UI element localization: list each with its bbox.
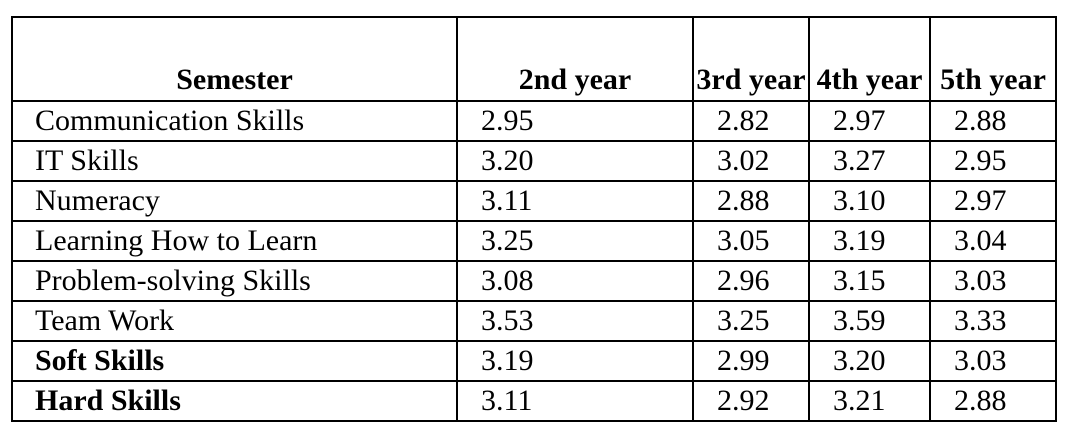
score-cell: 3.15	[808, 260, 931, 302]
table-row: Learning How to Learn 3.25 3.05 3.19 3.04	[11, 220, 1057, 262]
score-cell: 3.27	[808, 140, 931, 182]
score-cell: 3.08	[456, 260, 694, 302]
table-row: Numeracy 3.11 2.88 3.10 2.97	[11, 180, 1057, 222]
skills-table: Semester 2nd year 3rd year 4th year 5th …	[11, 16, 1057, 422]
score-cell: 2.99	[692, 340, 810, 382]
table-row: IT Skills 3.20 3.02 3.27 2.95	[11, 140, 1057, 182]
header-row: Semester 2nd year 3rd year 4th year 5th …	[11, 16, 1057, 102]
score-cell: 3.20	[808, 340, 931, 382]
table-row: Problem-solving Skills 3.08 2.96 3.15 3.03	[11, 260, 1057, 302]
score-cell: 3.33	[929, 300, 1057, 342]
score-cell: 3.02	[692, 140, 810, 182]
score-cell: 3.03	[929, 340, 1057, 382]
score-cell: 3.19	[456, 340, 694, 382]
score-cell: 2.97	[808, 100, 931, 142]
header-5th-year: 5th year	[929, 16, 1057, 102]
score-cell: 2.88	[692, 180, 810, 222]
score-cell: 2.95	[929, 140, 1057, 182]
row-label: Learning How to Learn	[11, 220, 458, 262]
score-cell: 3.05	[692, 220, 810, 262]
score-cell: 3.25	[692, 300, 810, 342]
header-semester: Semester	[11, 16, 458, 102]
header-4th-year: 4th year	[808, 16, 931, 102]
score-cell: 3.11	[456, 380, 694, 422]
header-3rd-year: 3rd year	[692, 16, 810, 102]
row-label: IT Skills	[11, 140, 458, 182]
row-label: Problem-solving Skills	[11, 260, 458, 302]
row-label: Soft Skills	[11, 340, 458, 382]
score-cell: 2.95	[456, 100, 694, 142]
score-cell: 3.19	[808, 220, 931, 262]
score-cell: 3.53	[456, 300, 694, 342]
score-cell: 2.82	[692, 100, 810, 142]
score-cell: 2.88	[929, 100, 1057, 142]
header-2nd-year: 2nd year	[456, 16, 694, 102]
score-cell: 3.04	[929, 220, 1057, 262]
score-cell: 3.21	[808, 380, 931, 422]
row-label: Team Work	[11, 300, 458, 342]
score-cell: 3.25	[456, 220, 694, 262]
row-label: Hard Skills	[11, 380, 458, 422]
score-cell: 3.20	[456, 140, 694, 182]
score-cell: 3.03	[929, 260, 1057, 302]
score-cell: 2.96	[692, 260, 810, 302]
score-cell: 3.59	[808, 300, 931, 342]
table-body: Communication Skills 2.95 2.82 2.97 2.88 IT S…	[11, 100, 1057, 422]
table-row: Hard Skills 3.11 2.92 3.21 2.88	[11, 380, 1057, 422]
score-cell: 2.92	[692, 380, 810, 422]
table-row: Team Work 3.53 3.25 3.59 3.33	[11, 300, 1057, 342]
score-cell: 3.11	[456, 180, 694, 222]
row-label: Numeracy	[11, 180, 458, 222]
table-row: Soft Skills 3.19 2.99 3.20 3.03	[11, 340, 1057, 382]
score-cell: 3.10	[808, 180, 931, 222]
row-label: Communication Skills	[11, 100, 458, 142]
score-cell: 2.88	[929, 380, 1057, 422]
table-row: Communication Skills 2.95 2.82 2.97 2.88	[11, 100, 1057, 142]
score-cell: 2.97	[929, 180, 1057, 222]
